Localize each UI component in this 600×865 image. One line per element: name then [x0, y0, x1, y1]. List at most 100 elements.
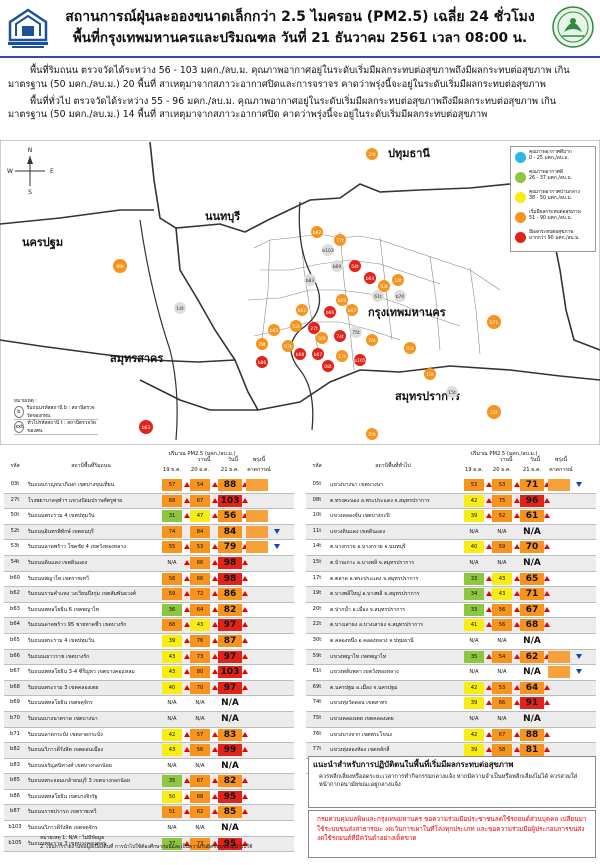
station-name: แขวงดินแดง เขตดินแดง: [330, 528, 385, 535]
advice-box: แนะนำสำหรับการปฏิบัติตนในพื้นที่เริ่มมีผ…: [308, 756, 596, 808]
table-row: b105 ริมถนนพระราม 3 เขตบางคอแหลม 37 73 95: [4, 836, 294, 853]
station-id: b69: [10, 699, 20, 706]
trend-up-icon: [184, 544, 190, 550]
table-row: 75t แขวงคลองเตย เขตคลองเตย N/A N/A N/A: [306, 711, 596, 728]
table-row: b64 ริมถนนลาดพร้าว 95 ชายหาดชิ้ว เขตบางรั…: [4, 618, 294, 634]
col-today: วานนี้: [197, 457, 211, 463]
station-id: b87: [10, 808, 20, 815]
pm25-d20: 66: [190, 572, 210, 585]
col-qty: ปริมาณ PM2.5 (มคก./ลบ.ม.): [470, 451, 538, 457]
station-name: ริมถนนพระจอมเกล้าธนบุรี 3 เขตบางกอกน้อย: [28, 778, 130, 785]
request-text: กรมควบคุมมลพิษและกรุงเทพมหานคร ขอความร่ว…: [317, 815, 587, 843]
trend-up-icon: [212, 778, 218, 784]
station-id: b85: [10, 777, 20, 784]
trend-up-icon: [212, 575, 218, 581]
table-row: 15t ต.บ้านเกาะ อ.บางพลี จ.สมุทรปราการ N/A N…: [306, 555, 596, 572]
map-marker-75t: 75t: [352, 330, 360, 336]
table-row: b103 ริมถนนวิภาวดีรังสิต เขตจตุจักร N/A N/A…: [4, 821, 294, 837]
trend-up-icon: [212, 606, 218, 612]
station-name: ต.นครปฐม อ.เมือง จ.นครปฐม: [330, 684, 398, 691]
station-id: 50t: [10, 512, 20, 519]
trend-up-icon: [486, 684, 492, 690]
trend-up-icon: [184, 513, 190, 519]
pm25-d20: 73: [190, 650, 210, 663]
map-marker-76t: 76t: [368, 338, 376, 344]
pm25-d19: 42: [464, 494, 484, 507]
table-row: 10t แขวงคลองจั่น เขตบางกะปิ 39 52 61: [306, 509, 596, 525]
table-row: 77t แขวงทุ่งสองห้อง เขตหลักสี่ 39 58 81: [306, 743, 596, 759]
pm25-d19: N/A: [469, 528, 479, 535]
station-name: ริมถนนลาดพร้าว โชคชัย 4 เขตวังทองหลาง: [28, 544, 126, 551]
trend-up-icon: [544, 747, 550, 753]
trend-up-icon: [184, 482, 190, 487]
station-name: ริมถนนพหลโยธิน เขตบางจิรรัฐ: [28, 793, 98, 800]
trend-up-icon: [242, 747, 248, 753]
pm25-d21: 82: [218, 775, 242, 788]
map-marker-05t: 05t: [406, 346, 414, 352]
pm25-d19: N/A: [167, 559, 177, 566]
pm25-d21: 95: [218, 837, 242, 850]
pm25-d20: 52: [492, 510, 512, 523]
station-id: 10t: [312, 512, 322, 519]
label-nonthaburi: นนทบุรี: [205, 210, 240, 224]
map-marker-54t: 54t: [351, 264, 359, 270]
station-id: b86: [10, 792, 20, 799]
pm25-d21: N/A: [221, 760, 239, 771]
col-station: สถานีพื้นที่ริมถนน: [71, 463, 111, 469]
pm25-d21: 95: [218, 790, 242, 803]
station-id: 19t: [312, 590, 322, 597]
legend-item: คุณภาพอากาศดี 26 - 37 มคก./ลบ.ม.: [513, 169, 595, 187]
pm25-d21: 65: [520, 572, 544, 585]
trend-up-icon: [514, 544, 520, 550]
compass-e: E: [50, 168, 54, 175]
map-marker-22t: 22t: [490, 410, 498, 416]
map-marker-b60: b60: [338, 298, 347, 304]
table-row: b71 ริมถนนลาดกระบัง เขตลาดกระบัง 42 57 83: [4, 728, 294, 744]
pm25-d19: 43: [162, 744, 182, 757]
pm25-d20: N/A: [195, 715, 205, 722]
station-id: b103: [8, 824, 22, 831]
table-row: b85 ริมถนนพระจอมเกล้าธนบุรี 3 เขตบางกอกน้…: [4, 774, 294, 790]
pm25-d21: 64: [520, 681, 544, 694]
summary-text: พื้นที่ริมถนน ตรวจวัดได้ระหว่าง 56 - 103…: [8, 64, 592, 125]
pm25-d20: 53: [190, 541, 210, 554]
table-row: 61t แขวงพลับพลา เขตวังทองหลาง N/A N/A N/A: [306, 665, 596, 681]
trend-up-icon: [242, 606, 248, 612]
label-bangkok: กรุงเทพมหานคร: [368, 306, 446, 320]
trend-up-icon: [514, 653, 520, 659]
pm25-d20: N/A: [195, 825, 205, 832]
col-yesterday: วันนี้: [529, 457, 540, 463]
pm25-d19: 50: [162, 790, 182, 803]
pm25-d20: 57: [190, 728, 210, 741]
col-id: รหัส: [10, 463, 20, 469]
pm25-d19: 37: [162, 837, 182, 850]
footnote-1: หมายเหตุ 1. N/A : ไม่มีข้อมูล: [40, 835, 105, 841]
station-id: 69t: [312, 683, 322, 690]
sublegend-title: หมายเหตุ :: [14, 399, 37, 404]
legend-dot-very-good: [515, 152, 526, 163]
pm25-d21: 68: [520, 619, 544, 632]
general-summary: พื้นที่ทั่วไป ตรวจวัดได้ระหว่าง 55 - 96 …: [8, 95, 557, 121]
pm25-d20: N/A: [497, 669, 507, 676]
pm25-d19: 59: [162, 588, 182, 601]
pm25-d19: 55: [162, 541, 182, 554]
pm25-d21: 97: [218, 681, 242, 694]
table-row: 20t ต.ปากน้ำ อ.เมือง จ.สมุทรปราการ 33 56 67: [306, 603, 596, 619]
trend-up-icon: [212, 669, 218, 675]
pm25-d21: 67: [520, 603, 544, 616]
pm25-d20: 56: [492, 603, 512, 616]
pm25-d21: 91: [520, 697, 544, 710]
pm25-d21: 84: [218, 525, 242, 538]
trend-up-icon: [184, 606, 190, 612]
trend-up-icon: [184, 731, 190, 737]
station-name: แขวงบางนา เขตบางนา: [330, 482, 384, 488]
col-tomorrow: พรุ่งนี้: [554, 457, 568, 463]
trend-up-icon: [486, 482, 492, 487]
pm25-d19: 33: [464, 603, 484, 616]
station-id: b82: [10, 746, 20, 753]
station-id: 22t: [312, 621, 322, 628]
trend-up-icon: [486, 731, 492, 737]
table-row: 17t ต.ตลาด อ.พระประแดง จ.สมุทรปราการ 33 43 6…: [306, 572, 596, 588]
map-marker-53t: 53t: [380, 284, 388, 290]
trend-up-icon: [212, 684, 218, 690]
